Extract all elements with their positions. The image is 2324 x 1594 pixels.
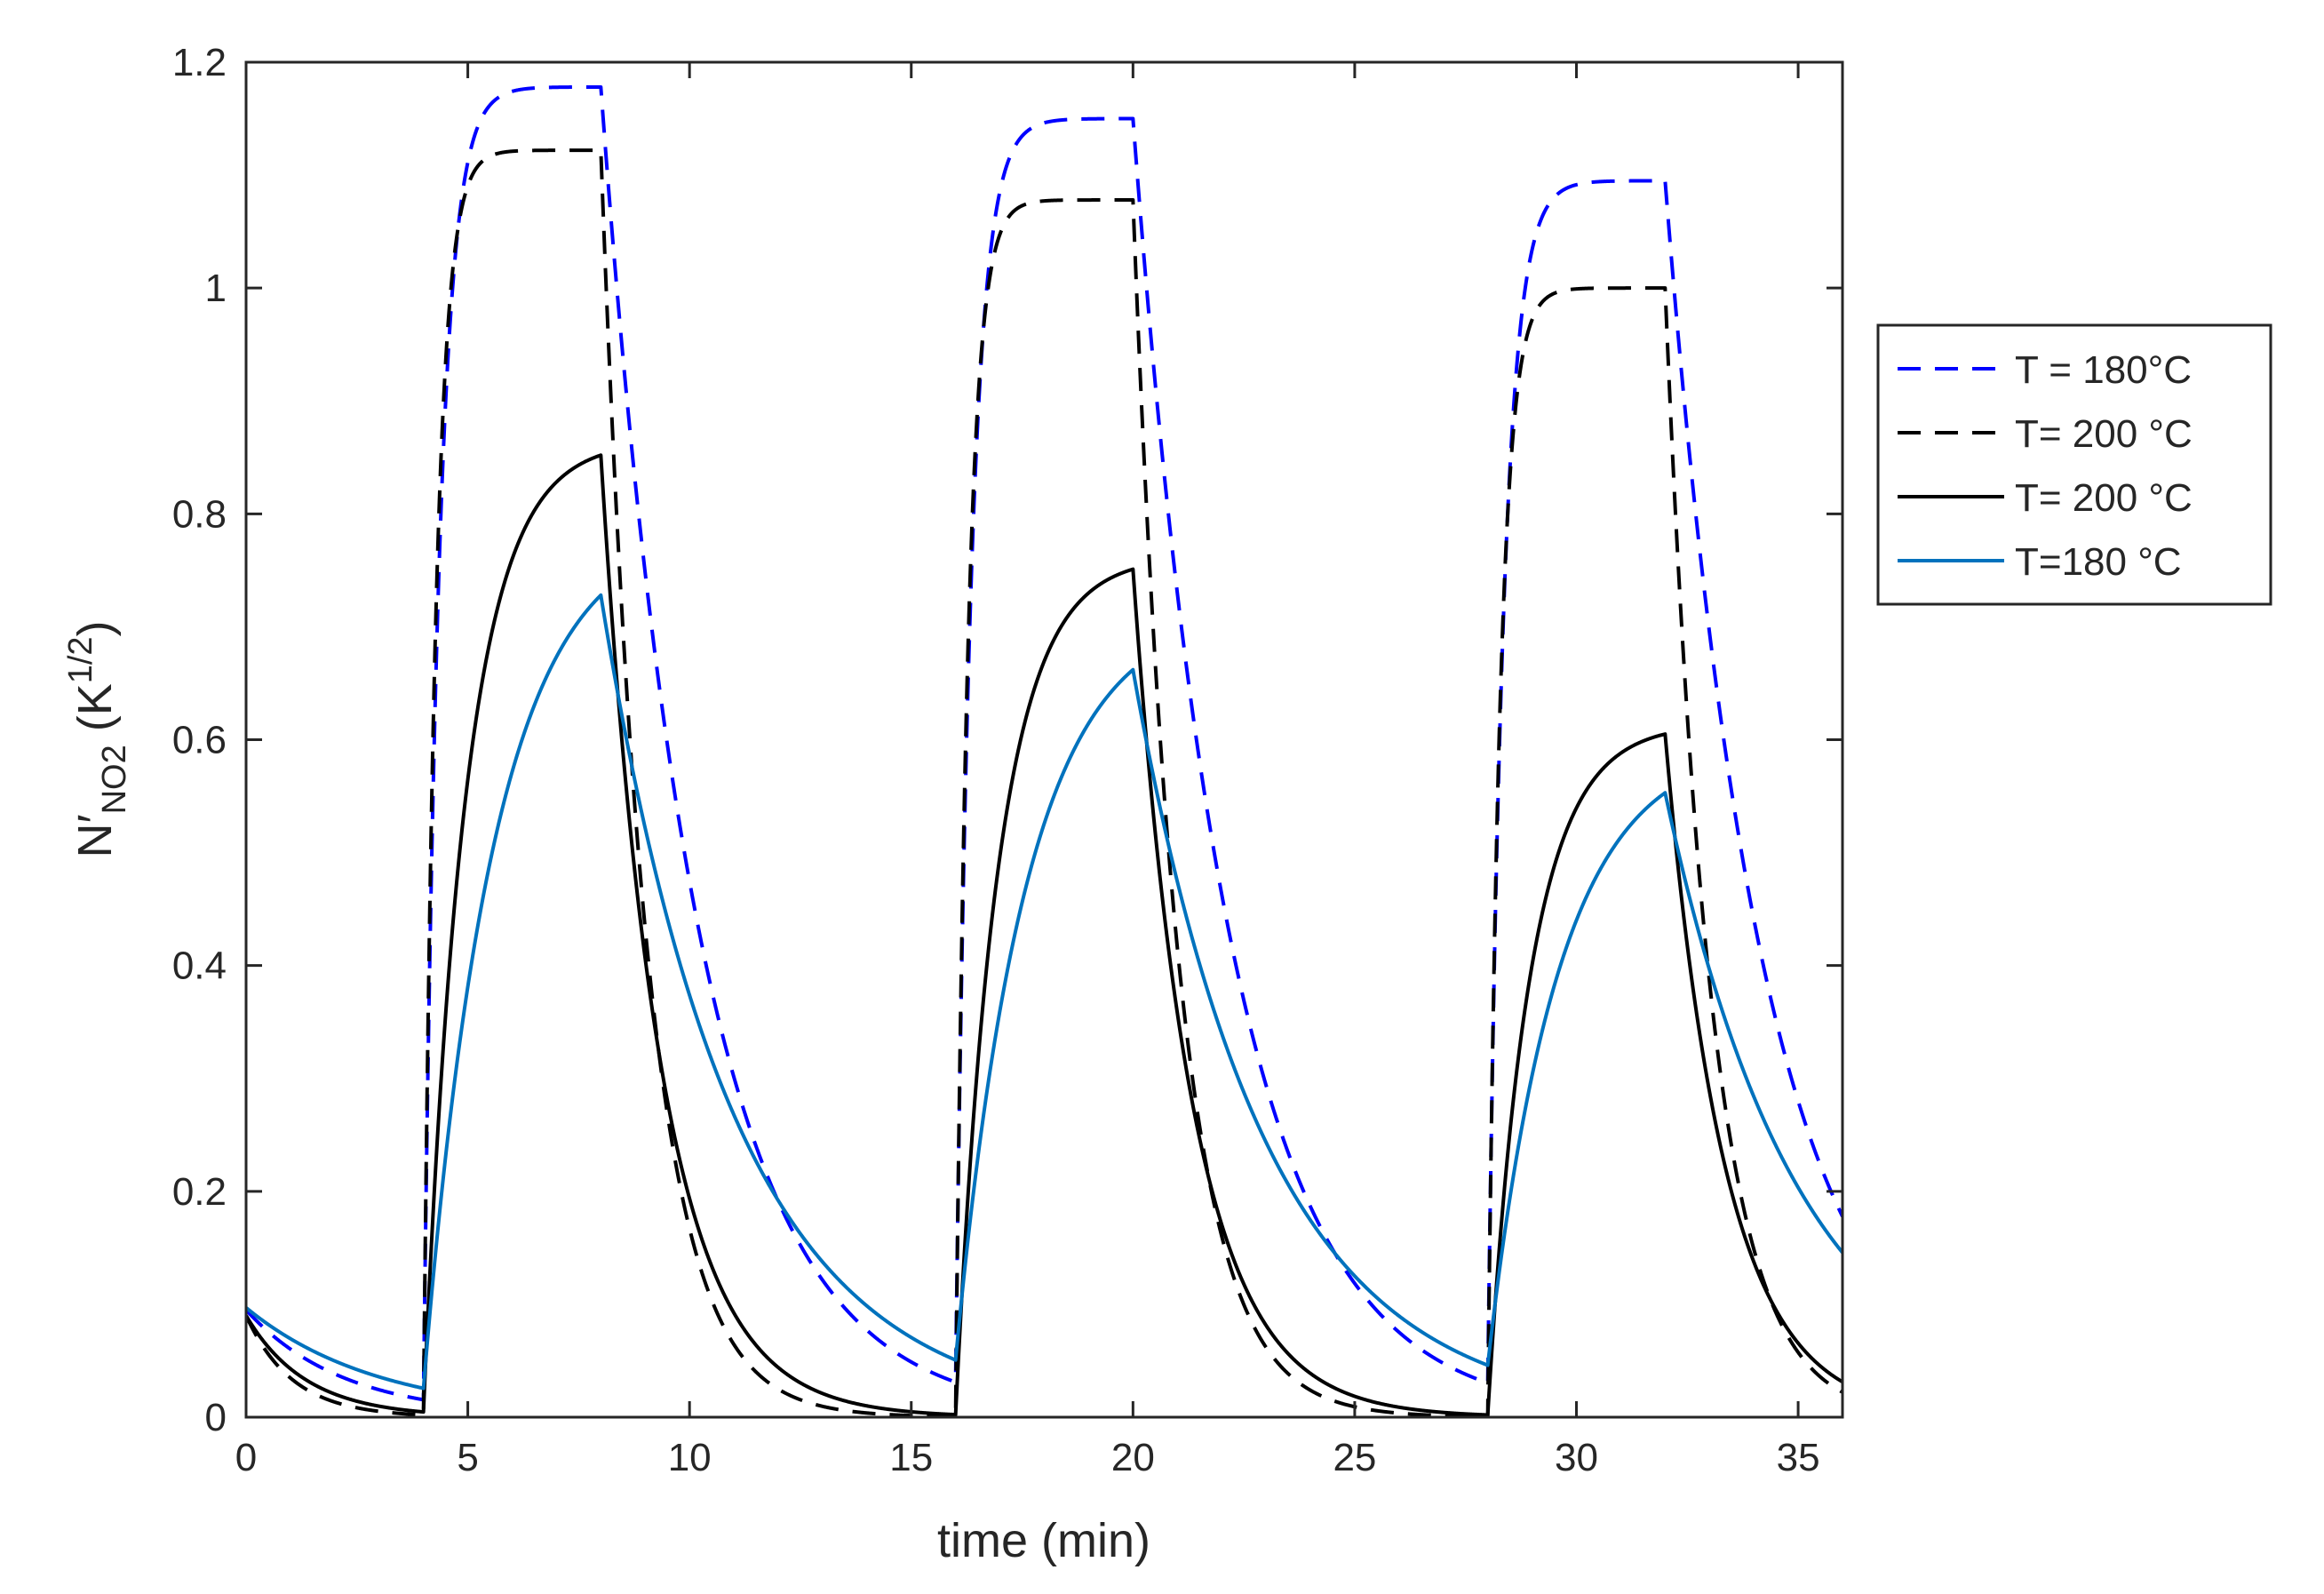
legend-label-2: T= 200 °C xyxy=(2015,412,2193,456)
series-line-3 xyxy=(246,453,1842,1417)
y-axis: 0 0.2 0.4 0.6 0.8 1 1.2 xyxy=(172,41,1842,1439)
legend-label-3: T= 200 °C xyxy=(2015,476,2193,520)
legend-label-1: T = 180°C xyxy=(2015,348,2192,392)
series-line-2 xyxy=(246,148,1842,1417)
y-tick-label: 0.8 xyxy=(172,492,227,536)
x-tick-label: 15 xyxy=(889,1436,933,1479)
y-axis-title: N′NO2 (K1/2) xyxy=(62,620,133,857)
x-tick-label: 30 xyxy=(1555,1436,1598,1479)
x-tick-label: 20 xyxy=(1111,1436,1155,1479)
x-tick-label: 0 xyxy=(235,1436,257,1479)
y-tick-label: 0 xyxy=(205,1396,227,1439)
legend-box xyxy=(1876,323,2272,606)
y-axis-title-subscript: NO2 xyxy=(96,745,133,814)
y-tick-label: 0.6 xyxy=(172,719,227,762)
x-tick-label: 25 xyxy=(1333,1436,1376,1479)
x-tick-label: 10 xyxy=(668,1436,712,1479)
x-axis-title: time (min) xyxy=(937,1514,1150,1567)
series-line-1 xyxy=(246,84,1842,1402)
y-axis-title-unit-close: ) xyxy=(68,620,122,636)
y-tick-label: 0.4 xyxy=(172,944,227,988)
legend: T = 180°C T= 200 °C T= 200 °C T=180 °C xyxy=(1876,323,2272,606)
y-tick-label: 1 xyxy=(205,267,227,310)
x-tick-label: 5 xyxy=(457,1436,478,1479)
legend-label-4: T=180 °C xyxy=(2015,540,2182,584)
y-tick-label: 0.2 xyxy=(172,1170,227,1214)
y-tick-label: 1.2 xyxy=(172,41,227,84)
y-axis-title-main: N′ xyxy=(68,814,122,857)
series-layer xyxy=(246,84,1842,1417)
x-axis: 0 5 10 15 20 25 30 35 xyxy=(235,62,1820,1479)
x-tick-label: 35 xyxy=(1777,1436,1820,1479)
y-axis-title-superscript: 1/2 xyxy=(62,636,99,683)
series-line-4 xyxy=(246,593,1842,1391)
y-axis-title-unit: (K xyxy=(68,683,122,745)
